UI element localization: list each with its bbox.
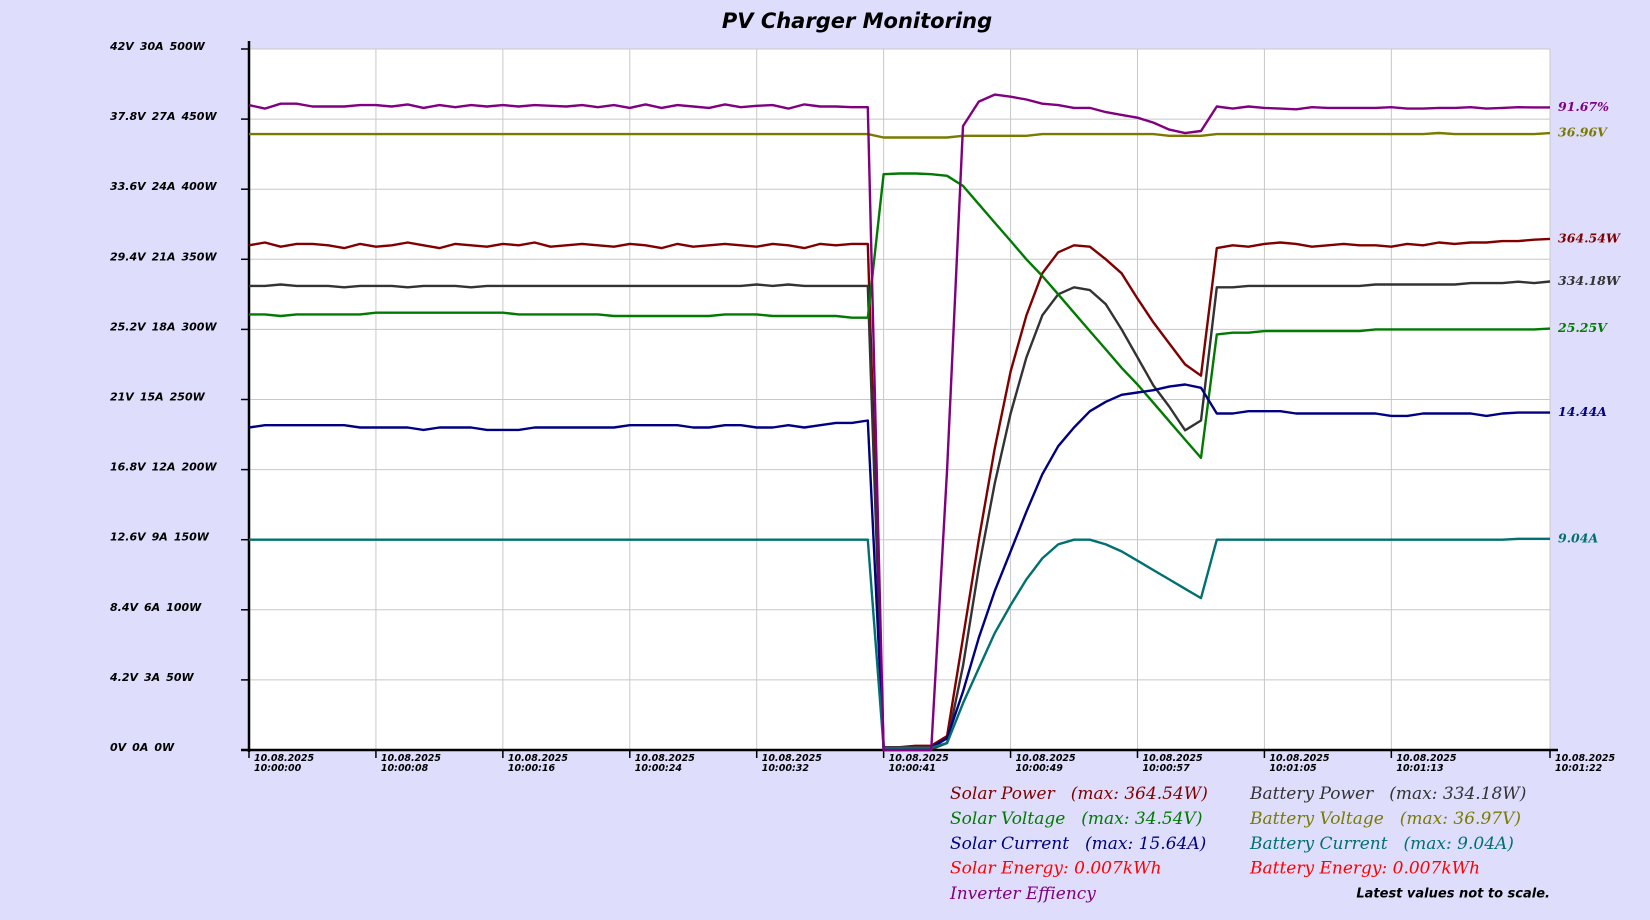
y-tick-label: 29.4V 21A 350W	[110, 250, 217, 263]
y-tick-label: 42V 30A 500W	[109, 40, 206, 53]
legend-entry: Battery Power (max: 334.18W)	[1249, 784, 1526, 804]
y-tick-label: 16.8V 12A 200W	[110, 461, 217, 474]
legend-max: (max: 9.04A)	[1404, 834, 1514, 854]
legend-name: Solar Current	[950, 834, 1069, 854]
y2-tick-text: 33.6V	[110, 180, 147, 193]
legend-name: Inverter Effiency	[949, 884, 1096, 904]
legend-name: Solar Voltage	[950, 809, 1065, 829]
x-tick-label: 10.08.2025 10:00:16	[507, 753, 568, 774]
y2-tick-text: 42V	[109, 40, 135, 53]
y2-tick-text: 37.8V	[110, 110, 147, 123]
y-tick-label: 4.2V 3A 50W	[109, 671, 194, 684]
y2-tick-text: 8.4V	[110, 601, 139, 614]
y3-tick-text: 24A	[152, 180, 176, 193]
y2-tick-text: 29.4V	[110, 250, 147, 263]
y-tick-text: 500W	[170, 40, 206, 53]
y2-tick-text: 12.6V	[110, 531, 147, 544]
x-tick-label: 10.08.2025 10:01:05	[1269, 753, 1330, 774]
end-label: 364.54W	[1558, 230, 1622, 245]
legend-max: (max: 36.97V)	[1400, 809, 1521, 829]
y-tick-label: 21V 15A 250W	[110, 391, 206, 404]
y2-tick-text: 21V	[110, 391, 135, 404]
y-tick-text: 400W	[180, 180, 217, 193]
legend-entry: Solar Power (max: 364.54W)	[950, 784, 1208, 804]
y-tick-label: 8.4V 6A 100W	[110, 601, 202, 614]
x-tick-label: 10.08.2025 10:00:41	[888, 753, 949, 774]
energy-label: Battery Energy: 0.007kWh	[1249, 859, 1480, 879]
x-tick-label: 10.08.2025 10:01:22	[1555, 753, 1616, 774]
series-line	[249, 131, 1551, 139]
y-tick-text: 300W	[181, 320, 217, 333]
x-tick-label: 10.08.2025 10:01:13	[1396, 753, 1457, 774]
y3-tick-text: 3A	[144, 671, 160, 684]
legend-max: (max: 334.18W)	[1389, 784, 1526, 804]
end-label: 25.25V	[1557, 320, 1608, 335]
y-tick-text: 50W	[166, 671, 194, 684]
y3-tick-text: 0A	[132, 741, 148, 754]
end-label: 36.96V	[1558, 125, 1608, 140]
note: Latest values not to scale.	[1356, 887, 1550, 902]
legend-name: Battery Voltage	[1249, 809, 1384, 829]
y3-tick-text: 6A	[144, 601, 160, 614]
end-label: 14.44A	[1558, 404, 1607, 419]
energy-label: Solar Energy: 0.007kWh	[950, 859, 1162, 879]
y-tick-text: 150W	[174, 531, 210, 544]
y-tick-label: 0V 0A 0W	[110, 741, 175, 754]
series-line	[249, 172, 1551, 460]
y2-tick-text: 25.2V	[110, 320, 147, 333]
x-tick-label: 10.08.2025 10:00:49	[1015, 753, 1076, 774]
y-tick-label: 25.2V 18A 300W	[110, 320, 217, 333]
y3-tick-text: 18A	[152, 320, 176, 333]
y-tick-text: 350W	[181, 250, 217, 263]
y-tick-text: 450W	[180, 110, 217, 123]
x-tick-label: 10.08.2025 10:00:08	[380, 753, 442, 774]
legend-max: (max: 364.54W)	[1071, 784, 1208, 804]
legend-max: (max: 15.64A)	[1085, 834, 1206, 854]
y3-tick-text: 9A	[152, 531, 168, 544]
end-label: 91.67%	[1558, 99, 1609, 114]
y-tick-text: 250W	[170, 391, 206, 404]
chart-title: PV Charger Monitoring	[722, 9, 992, 33]
y2-tick-text: 16.8V	[110, 461, 147, 474]
series-line	[248, 93, 1550, 752]
y3-tick-text: 15A	[140, 391, 164, 404]
end-label: 334.18W	[1558, 273, 1622, 288]
x-tick-label: 10.08.2025 10:00:32	[761, 753, 822, 774]
y3-tick-text: 21A	[152, 250, 176, 263]
y3-tick-text: 30A	[140, 40, 164, 53]
legend-entry: Solar Voltage (max: 34.54V)	[950, 809, 1202, 829]
legend-name: Battery Current	[1249, 834, 1388, 854]
legend-entry: Solar Current (max: 15.64A)	[950, 834, 1206, 854]
series-line	[249, 537, 1550, 749]
y2-tick-text: 4.2V	[109, 671, 139, 684]
y-tick-label: 33.6V 24A 400W	[110, 180, 217, 193]
y-tick-label: 12.6V 9A 150W	[110, 531, 210, 544]
legend-max: (max: 34.54V)	[1081, 809, 1202, 829]
y-tick-text: 200W	[181, 461, 217, 474]
x-tick-label: 10.08.2025 10:00:00	[254, 753, 315, 774]
legend-entry: Inverter Effiency	[949, 884, 1096, 904]
x-tick-label: 10.08.2025 10:00:24	[634, 753, 695, 774]
end-label: 9.04A	[1558, 530, 1598, 545]
y3-tick-text: 12A	[152, 461, 176, 474]
x-tick-label: 10.08.2025 10:00:57	[1142, 753, 1203, 774]
legend-name: Solar Power	[950, 784, 1056, 804]
y-tick-text: 100W	[166, 601, 202, 614]
y-tick-text: 0W	[154, 741, 175, 754]
legend-name: Battery Power	[1249, 784, 1374, 804]
y3-tick-text: 27A	[152, 110, 176, 123]
y2-tick-text: 0V	[110, 741, 128, 754]
legend-entry: Battery Voltage (max: 36.97V)	[1249, 809, 1521, 829]
legend-entry: Battery Current (max: 9.04A)	[1249, 834, 1514, 854]
y-tick-label: 37.8V 27A 450W	[110, 110, 217, 123]
